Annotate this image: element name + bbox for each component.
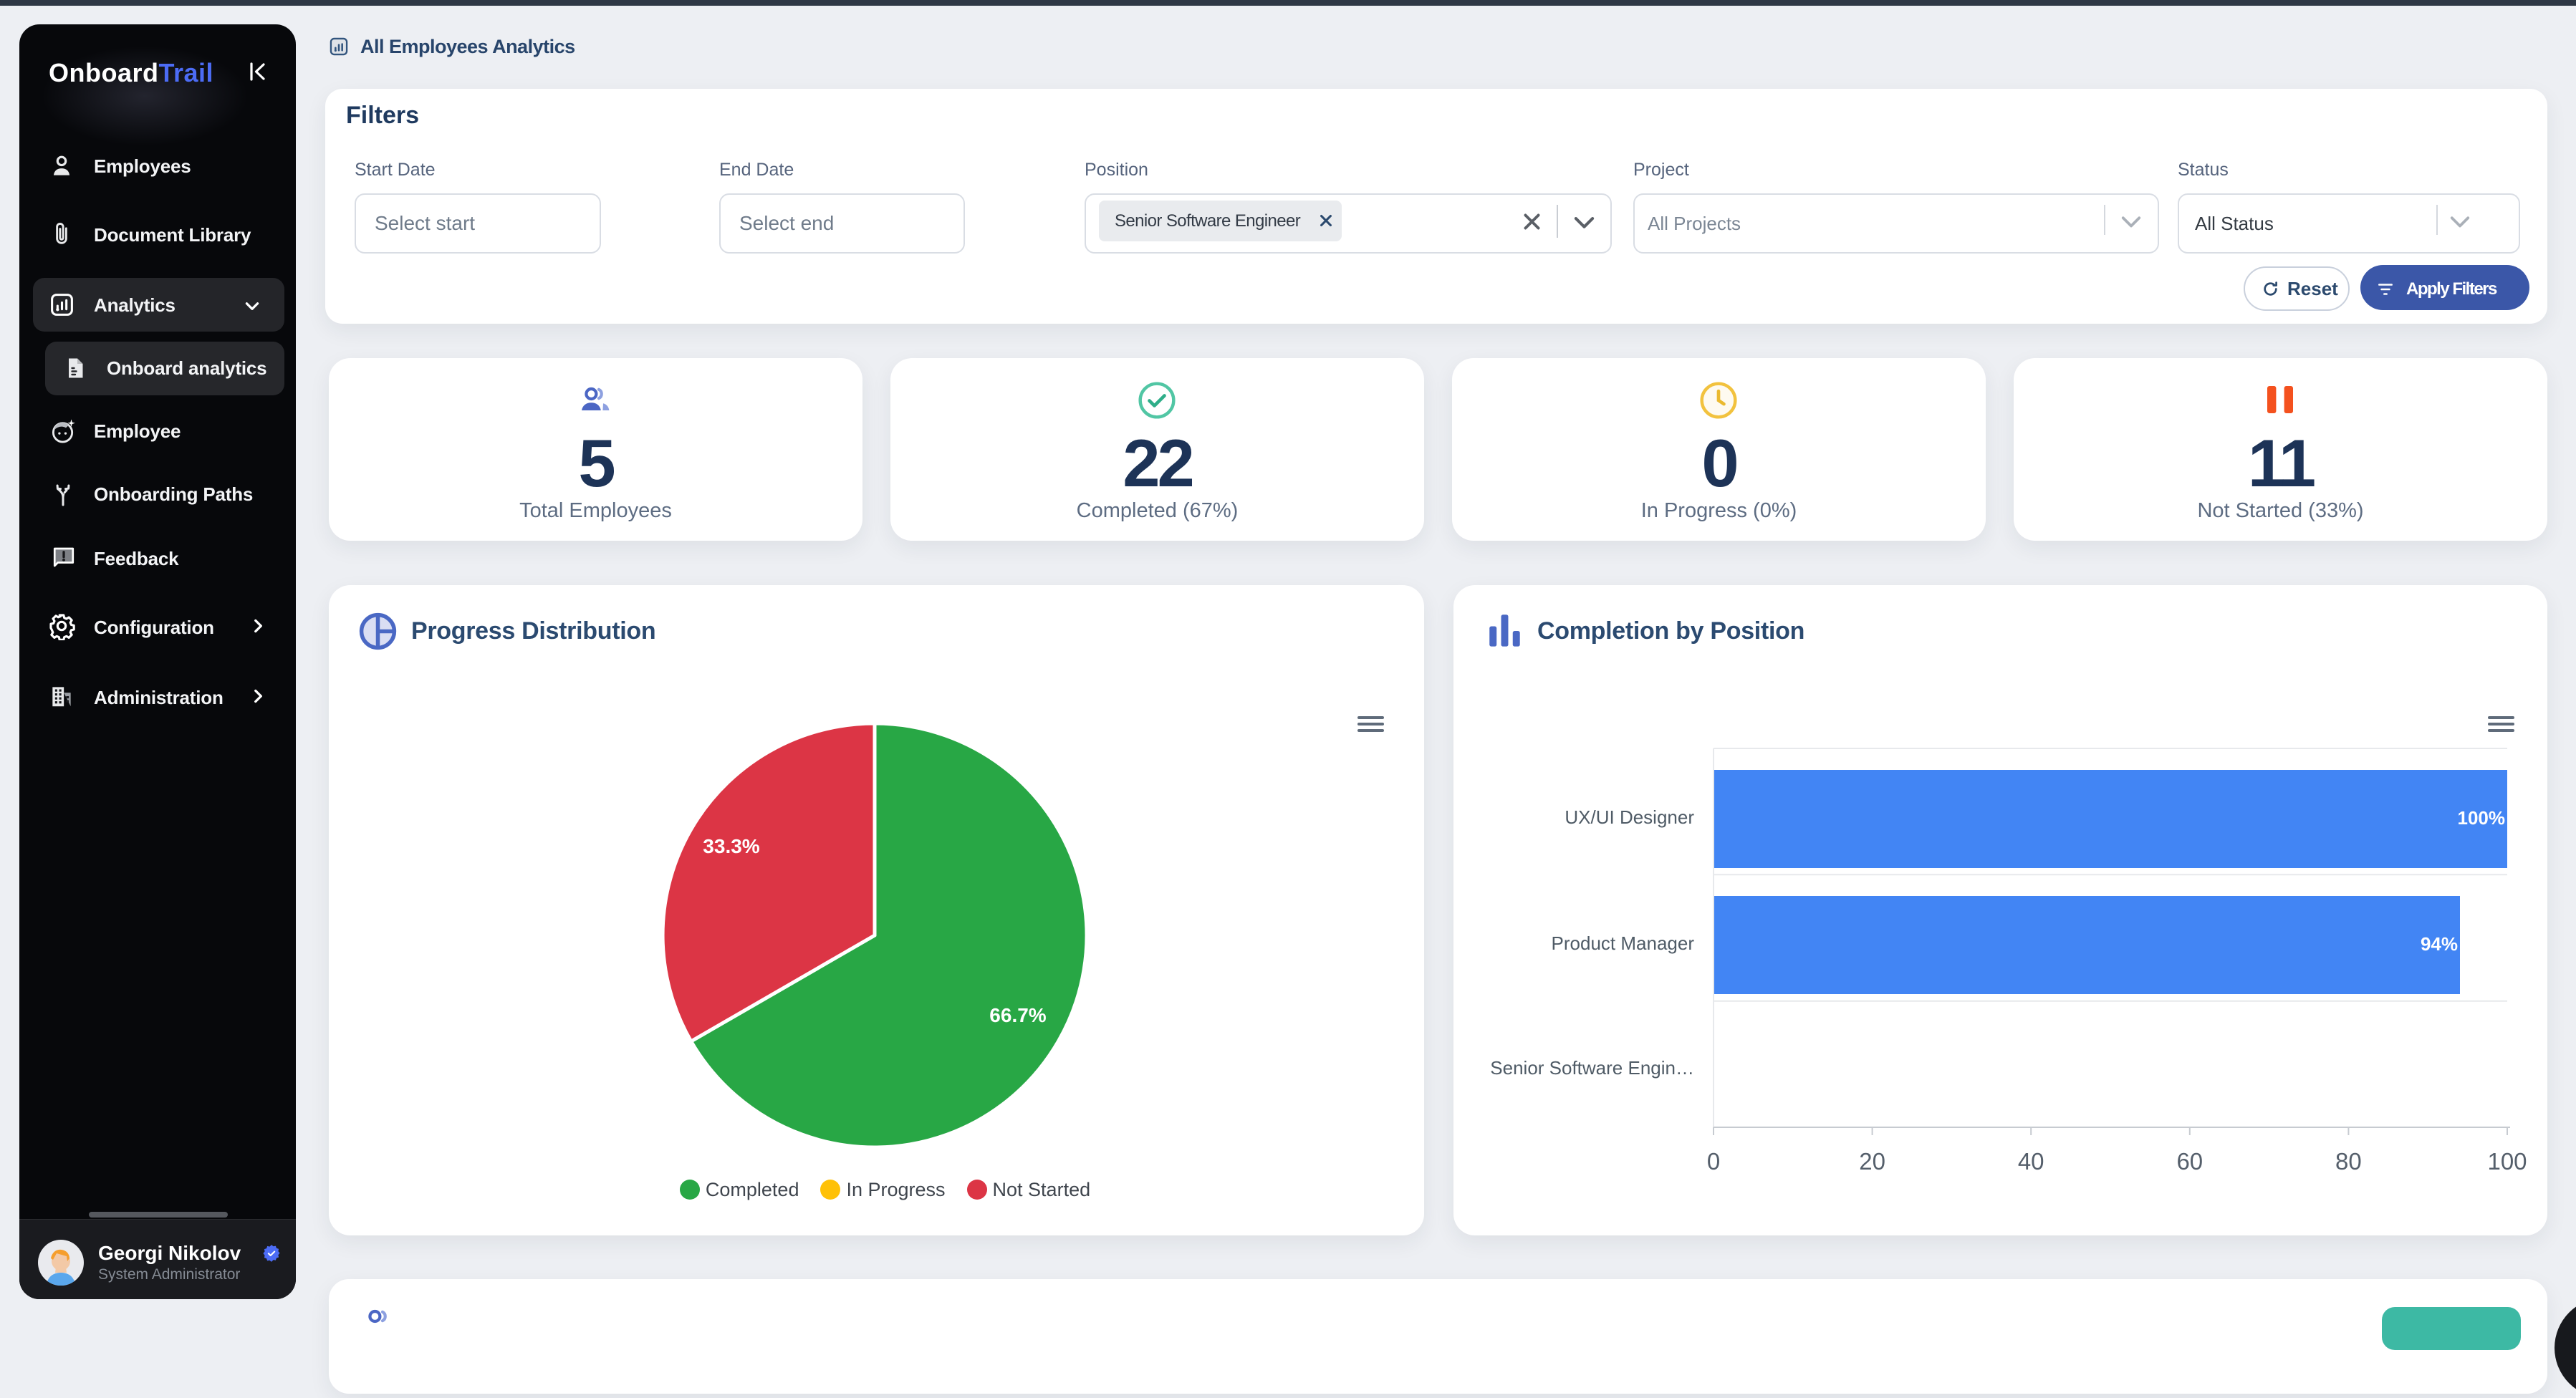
svg-text:40: 40 bbox=[2018, 1148, 2044, 1175]
svg-text:0: 0 bbox=[1707, 1148, 1720, 1175]
svg-text:UX/UI Designer: UX/UI Designer bbox=[1565, 806, 1694, 828]
svg-text:80: 80 bbox=[2335, 1148, 2362, 1175]
svg-text:100%: 100% bbox=[2458, 807, 2506, 829]
svg-text:60: 60 bbox=[2176, 1148, 2203, 1175]
svg-text:94%: 94% bbox=[2421, 933, 2458, 955]
svg-text:20: 20 bbox=[1859, 1148, 1885, 1175]
svg-text:Product Manager: Product Manager bbox=[1552, 932, 1695, 954]
svg-text:33.3%: 33.3% bbox=[703, 835, 759, 857]
svg-text:Senior Software Engin…: Senior Software Engin… bbox=[1490, 1057, 1694, 1079]
svg-text:66.7%: 66.7% bbox=[989, 1004, 1046, 1026]
svg-text:100: 100 bbox=[2487, 1148, 2527, 1175]
